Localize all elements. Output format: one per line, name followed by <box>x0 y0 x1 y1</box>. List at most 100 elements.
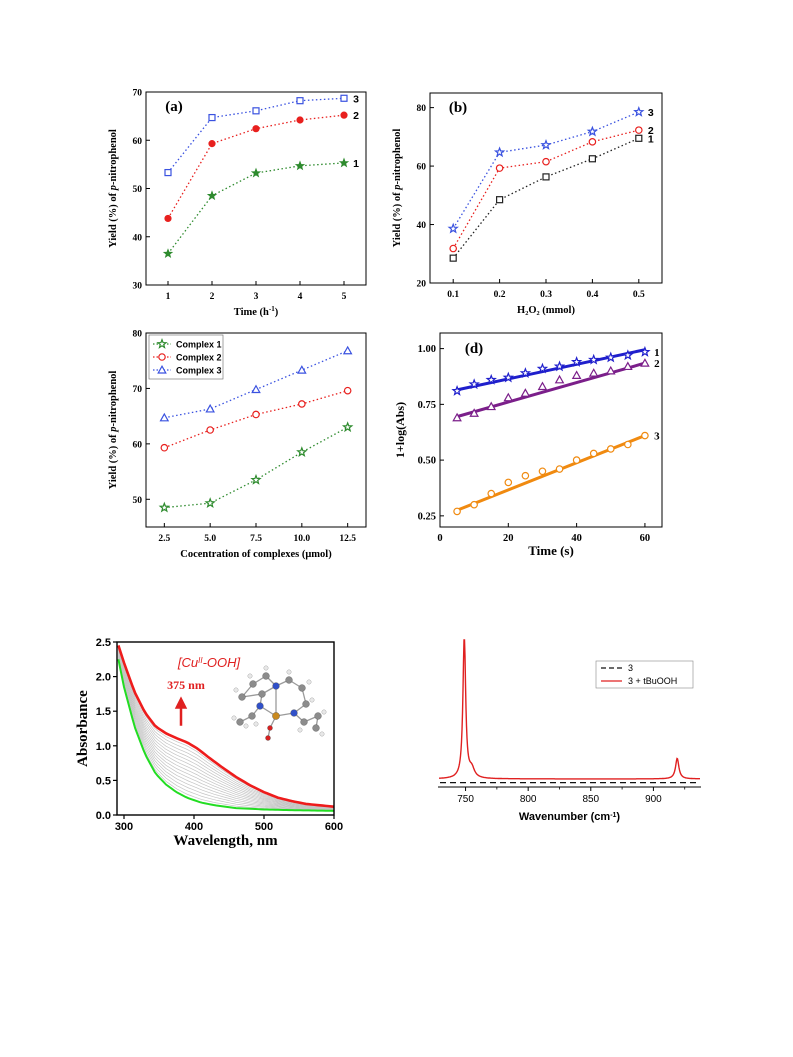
y-tick-label: 60 <box>133 440 143 450</box>
data-point <box>623 361 633 371</box>
x-tick-label: 900 <box>645 794 662 805</box>
y-tick-label: 0.5 <box>96 775 111 787</box>
y-tick-label: 60 <box>417 163 427 173</box>
atom <box>298 684 306 692</box>
data-point <box>504 478 513 487</box>
intermediate-spectrum <box>118 648 335 809</box>
atom <box>272 712 280 720</box>
series-end-label: 2 <box>648 125 654 137</box>
data-point <box>503 392 514 402</box>
data-point <box>555 465 564 473</box>
data-point <box>449 244 458 253</box>
intermediate-spectrum <box>118 655 335 811</box>
hydrogen-atom <box>233 687 239 693</box>
series-3-tbuooh <box>439 639 700 780</box>
x-tick-label: 300 <box>115 821 133 833</box>
data-point <box>570 355 583 367</box>
data-point <box>159 412 170 422</box>
data-point <box>487 489 496 498</box>
data-point <box>588 368 599 377</box>
data-point <box>495 164 504 172</box>
chart-panel-d: 0 20 40 60 0.25 0.50 0.75 1.00 (d) 1+log(Abs) Time… <box>393 332 663 558</box>
data-point <box>542 173 550 181</box>
intermediate-spectrum <box>118 651 335 809</box>
molecular-structure-icon <box>231 665 327 741</box>
x-tick-label: 850 <box>582 794 599 805</box>
data-point <box>343 386 352 395</box>
intermediate-spectrum <box>118 647 335 808</box>
data-point <box>206 426 214 434</box>
data-point <box>538 467 547 476</box>
data-point <box>521 471 530 480</box>
intermediate-spectrum <box>118 653 335 810</box>
chart-panel-spectrum: 750 800 850 900 Wavenumber (cm-1) 3 3 + tBuOOH <box>438 639 701 823</box>
x-tick-label: 2.5 <box>158 534 170 544</box>
hydrogen-atom <box>247 673 253 679</box>
intermediate-spectrum <box>118 652 335 810</box>
legend-label: Complex 1 <box>176 340 222 350</box>
x-tick-label: 0.4 <box>586 290 598 300</box>
data-point <box>586 125 599 137</box>
data-point <box>540 139 552 150</box>
data-point <box>496 196 504 204</box>
hydrogen-atom <box>297 727 303 733</box>
data-point <box>553 360 566 372</box>
data-point <box>640 358 650 367</box>
hydrogen-atom <box>263 665 269 671</box>
y-tick-label: 50 <box>133 496 143 506</box>
x-tick-label: 1 <box>166 292 171 302</box>
atom <box>249 680 257 688</box>
data-point <box>340 111 348 119</box>
legend-marker <box>158 353 166 361</box>
panel-label: (a) <box>165 99 183 115</box>
data-point <box>296 446 308 458</box>
legend-marker <box>156 337 168 349</box>
plot-frame <box>439 332 663 528</box>
data-point <box>342 345 353 355</box>
data-point <box>297 365 307 374</box>
series-3: 3 <box>164 93 359 177</box>
up-arrow-icon <box>174 696 188 726</box>
y-tick-label: 70 <box>133 89 143 99</box>
panel-label: (b) <box>449 100 467 116</box>
y-tick-label: 0.0 <box>96 810 111 822</box>
data-point <box>296 97 304 105</box>
series-line <box>164 426 348 509</box>
series-2: 2 <box>452 358 660 422</box>
atom <box>236 718 244 726</box>
data-point <box>493 146 506 158</box>
chart-panel-a: 1 2 3 4 5 30 40 50 60 70 Yield (%) of p-nitropheno… <box>108 89 367 318</box>
x-axis-label: Time (h-1) <box>234 305 279 318</box>
atom <box>238 693 246 701</box>
y-tick-label: 40 <box>133 233 143 243</box>
series-2: 2 <box>164 110 359 223</box>
data-point <box>204 497 216 509</box>
x-tick-label: 12.5 <box>339 534 356 544</box>
y-tick-label: 30 <box>133 282 143 292</box>
data-point <box>208 113 216 122</box>
data-point <box>298 400 306 408</box>
y-axis-label: 1+log(Abs) <box>393 402 407 458</box>
data-point <box>206 190 218 201</box>
hydrogen-atom <box>306 679 312 685</box>
series-end-label: 2 <box>353 110 359 122</box>
final-spectrum <box>117 645 335 808</box>
intermediate-spectrum <box>118 654 335 810</box>
data-point <box>208 140 216 148</box>
data-point <box>162 248 174 259</box>
x-axis-label: Time (s) <box>528 543 574 558</box>
atom <box>248 712 256 720</box>
data-point <box>633 105 645 117</box>
wavelength-annotation: 375 nm <box>167 678 205 692</box>
y-tick-label: 60 <box>133 137 143 147</box>
y-tick-label: 1.0 <box>96 741 111 753</box>
data-point <box>634 126 643 134</box>
x-axis-label: Wavenumber (cm-1) <box>519 811 621 823</box>
x-tick-label: 0.3 <box>540 290 552 300</box>
data-point <box>164 168 172 177</box>
legend-label: 3 <box>628 663 633 673</box>
intermediate-spectrum <box>118 649 335 809</box>
hydrogen-atom <box>253 721 259 727</box>
species-annotation: [CuII-OOH] <box>177 655 241 670</box>
hydrogen-atom <box>309 697 315 703</box>
